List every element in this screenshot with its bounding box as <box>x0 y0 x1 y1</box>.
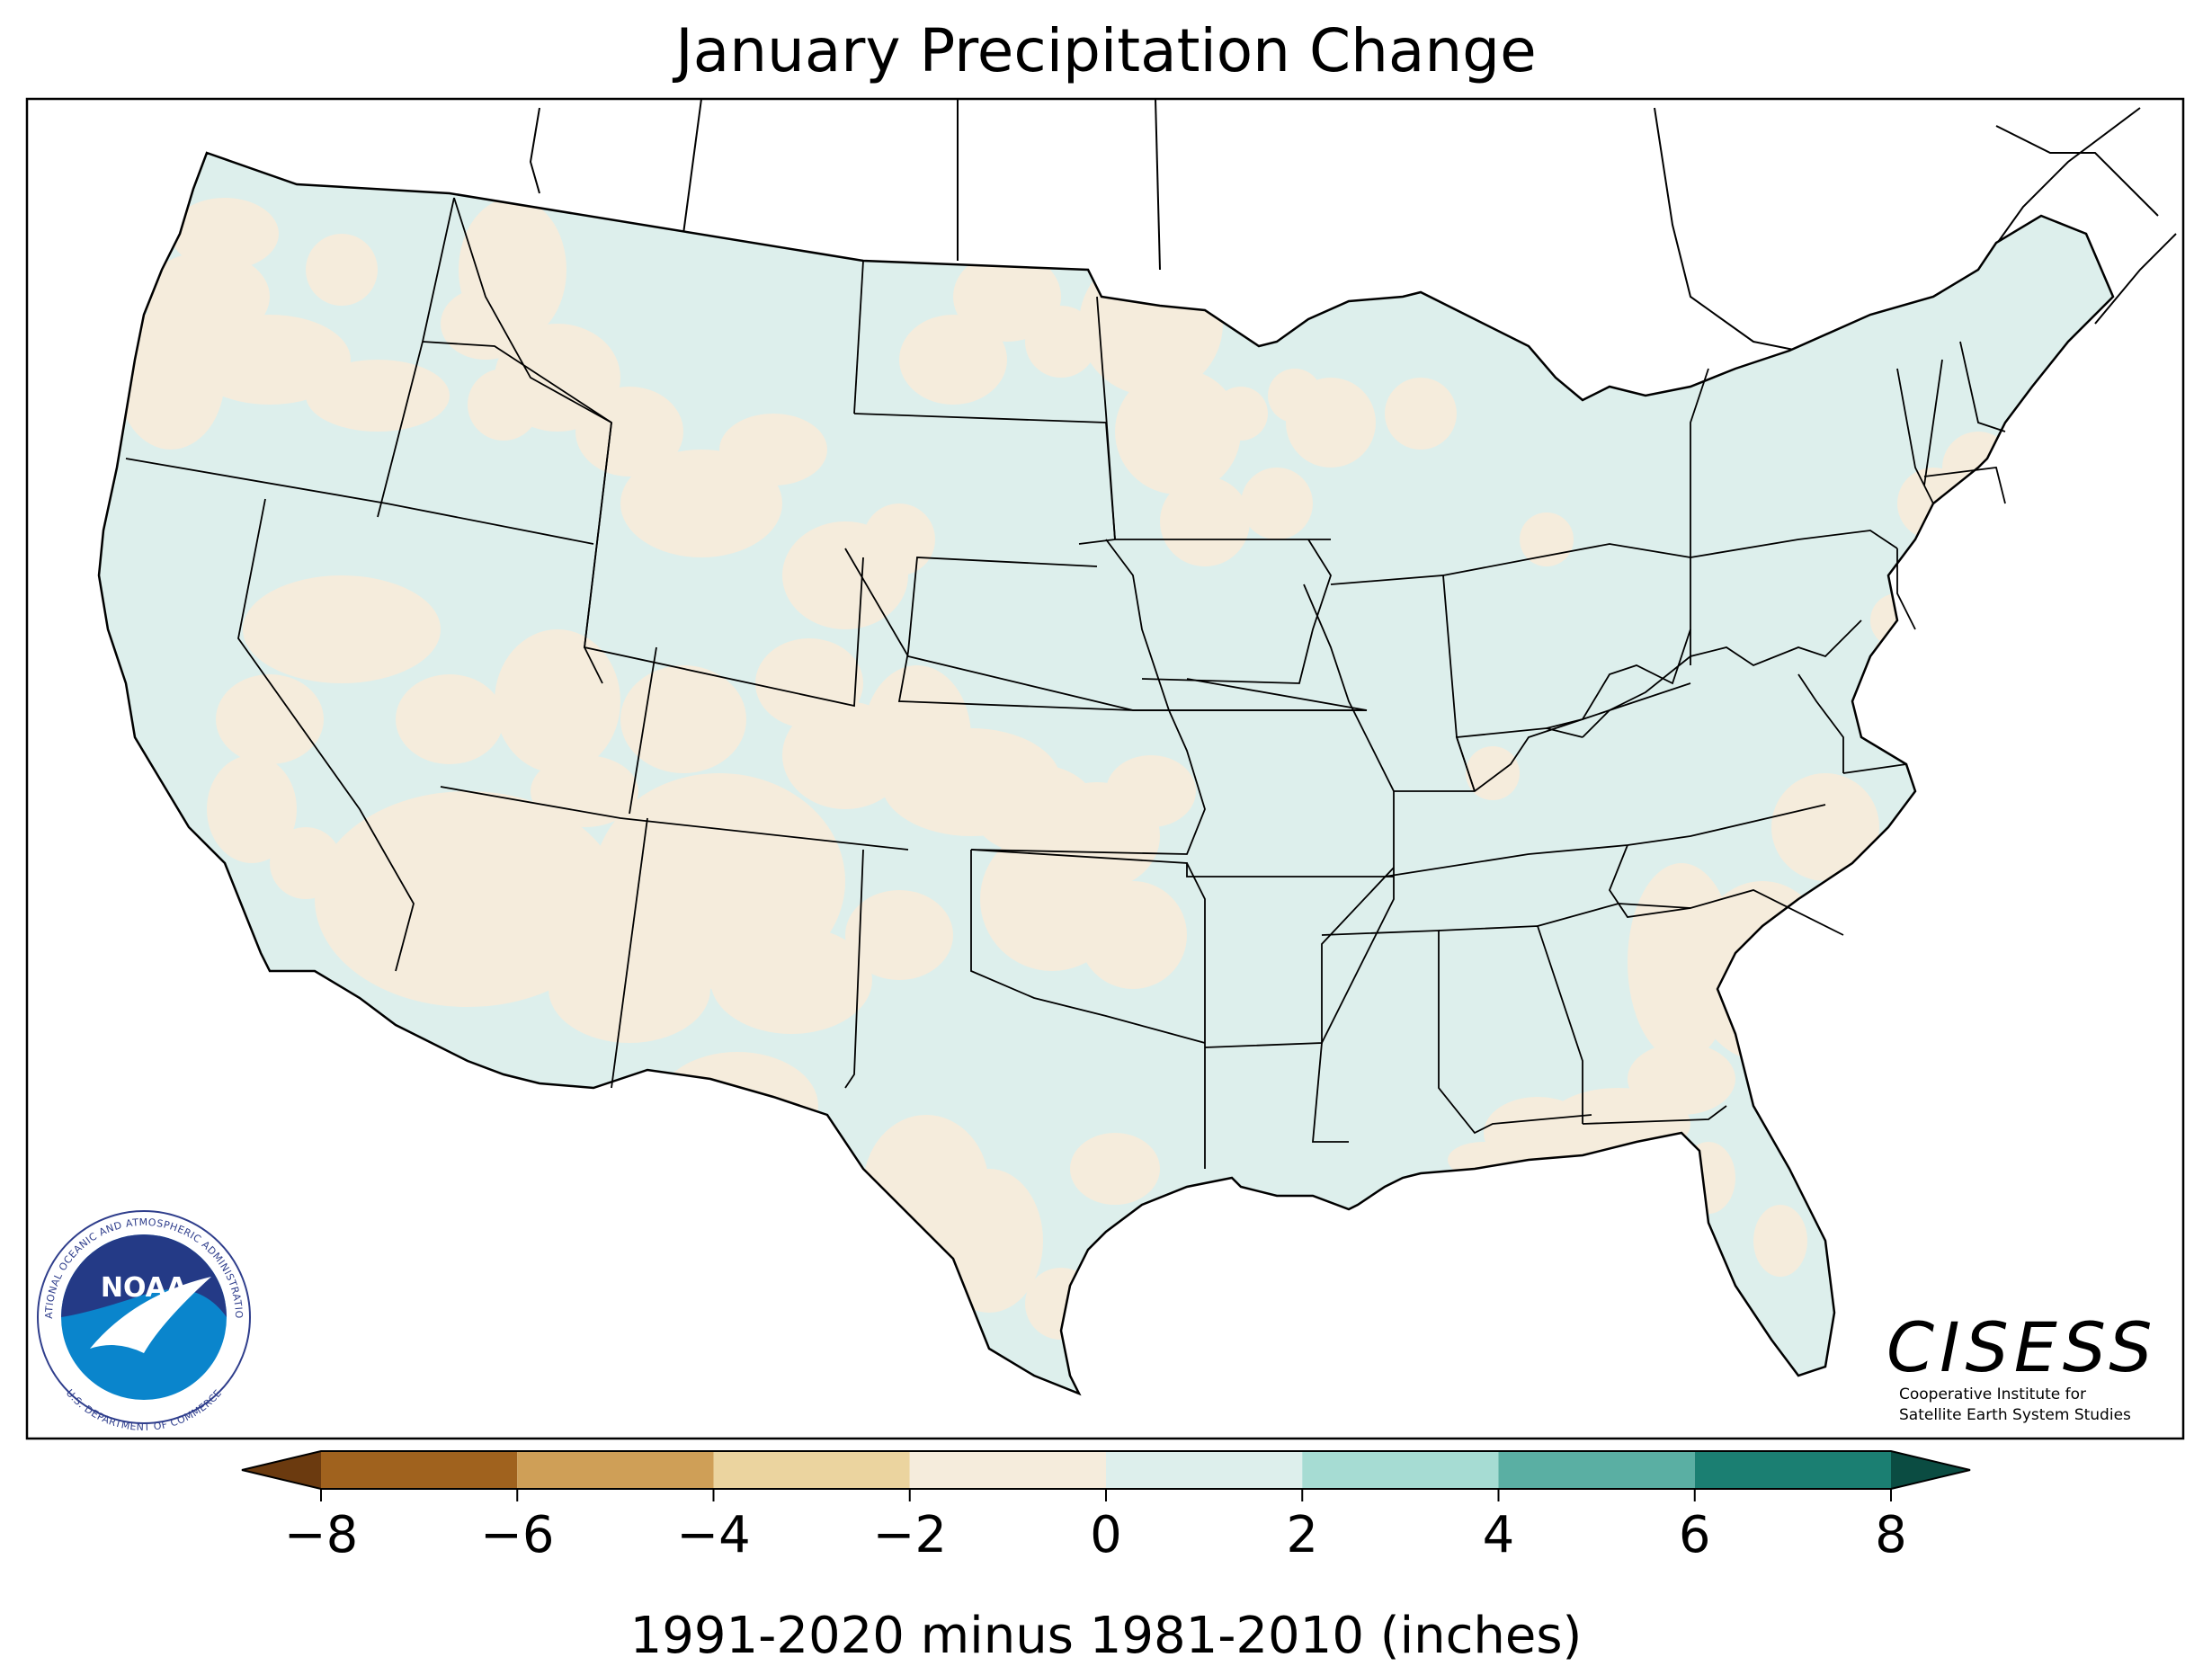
decrease-region <box>441 288 531 360</box>
decrease-region <box>899 315 1007 405</box>
decrease-region <box>620 665 746 773</box>
decrease-region <box>719 414 827 486</box>
decrease-region <box>171 198 279 270</box>
colorbar-tick-label: −4 <box>676 1506 751 1564</box>
decrease-region <box>1106 755 1196 827</box>
decrease-region <box>189 315 351 405</box>
decrease-region <box>549 935 710 1043</box>
colorbar: −8 −6 −4 −2 0 2 4 6 8 <box>241 1450 1971 1564</box>
cisess-logo-line2: Satellite Earth System Studies <box>1899 1406 2131 1424</box>
colorbar-bin <box>909 1451 1106 1489</box>
decrease-region <box>1115 369 1241 494</box>
colorbar-tick-label: −8 <box>284 1506 359 1564</box>
decrease-region <box>935 1169 1043 1313</box>
colorbar-bin <box>1694 1451 1891 1489</box>
colorbar-tick-label: 8 <box>1875 1506 1907 1564</box>
colorbar-tick-label: −6 <box>480 1506 555 1564</box>
colorbar-tick-label: 2 <box>1286 1506 1318 1564</box>
colorbar-bin <box>321 1451 518 1489</box>
colorbar-bin <box>517 1451 714 1489</box>
decrease-region <box>495 629 620 773</box>
decrease-region <box>1520 512 1574 566</box>
cisess-logo-name: CISESS <box>1886 1307 2158 1387</box>
colorbar-bin <box>1302 1451 1499 1489</box>
decrease-region <box>531 755 638 827</box>
decrease-region <box>1753 1205 1807 1277</box>
decrease-region <box>243 575 441 683</box>
decrease-region <box>1385 378 1457 450</box>
decrease-region <box>575 387 683 477</box>
decrease-region <box>306 234 378 306</box>
colorbar-bin <box>713 1451 910 1489</box>
map-title: January Precipitation Change <box>675 16 1537 85</box>
decrease-region <box>315 791 620 1007</box>
colorbar-extend-high <box>1891 1451 1970 1489</box>
colorbar-bin <box>1498 1451 1695 1489</box>
colorbar-tick-label: 6 <box>1679 1506 1711 1564</box>
state-borders <box>125 197 2006 1169</box>
decrease-region <box>216 674 324 764</box>
decrease-region <box>396 674 504 764</box>
colorbar-tick-label: −2 <box>872 1506 947 1564</box>
decrease-region <box>1241 468 1313 539</box>
decrease-region <box>863 503 935 575</box>
decrease-region <box>1466 746 1520 800</box>
colorbar-label: 1991-2020 minus 1981-2010 (inches) <box>630 1607 1583 1665</box>
decrease-region <box>1070 1133 1160 1205</box>
decrease-region <box>306 360 450 432</box>
decrease-region <box>845 890 953 980</box>
cisess-logo: CISESS Cooperative Institute for Satelli… <box>1886 1307 2158 1424</box>
colorbar-tick-label: 4 <box>1483 1506 1515 1564</box>
decrease-region <box>1079 881 1187 989</box>
cisess-logo-line1: Cooperative Institute for <box>1899 1385 2086 1403</box>
decrease-region <box>710 926 872 1034</box>
noaa-logo-text: NOAA <box>101 1272 188 1304</box>
decrease-region <box>1214 387 1268 441</box>
colorbar-tick-label: 0 <box>1090 1506 1122 1564</box>
colorbar-extend-low <box>242 1451 321 1489</box>
decrease-region <box>1268 369 1322 423</box>
decrease-region <box>1160 477 1250 566</box>
decrease-region <box>468 369 540 441</box>
decrease-region <box>207 755 297 863</box>
colorbar-bin <box>1106 1451 1303 1489</box>
